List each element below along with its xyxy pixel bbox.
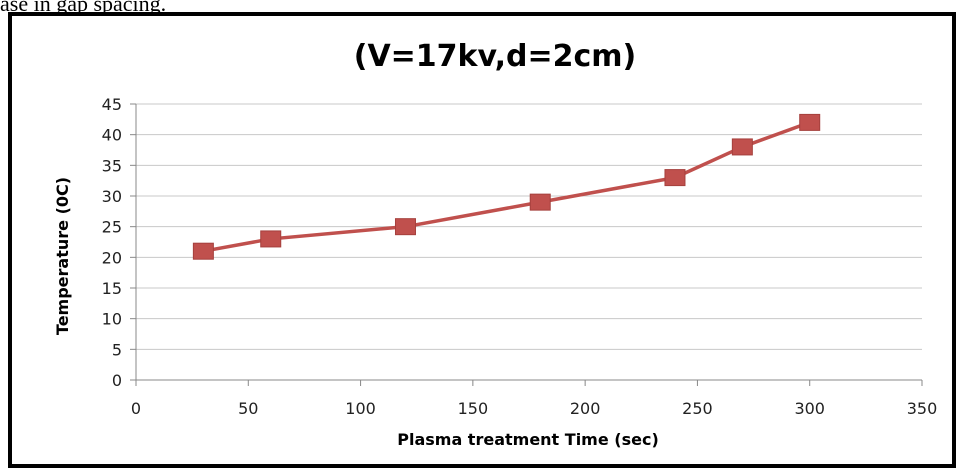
x-tick-label: 100 [345,399,376,418]
y-tick-label: 5 [112,340,122,359]
y-axis-label: Temperature (0C) [53,177,72,335]
data-point-marker [260,230,282,248]
y-tick-label: 10 [102,310,122,329]
x-tick-label: 200 [570,399,601,418]
x-tick-label: 0 [131,399,141,418]
y-tick-label: 35 [102,156,122,175]
y-tick-label: 0 [112,371,122,390]
data-point-marker [664,169,686,187]
x-tick-label: 300 [794,399,825,418]
data-point-marker [529,193,551,211]
gridlines [136,103,922,350]
tick-labels: 0 5 10 15 20 25 30 35 40 45 0 50 100 150 200 250 300 350 [102,95,938,418]
x-tick-label: 250 [682,399,713,418]
y-tick-label: 45 [102,95,122,114]
x-tick-label: 50 [238,399,258,418]
y-tick-label: 40 [102,126,122,145]
chart-frame [8,12,956,468]
chart-title: (V=17kv,d=2cm) [354,39,637,74]
data-point-marker [731,138,753,156]
x-axis-label: Plasma treatment Time (sec) [397,430,659,449]
x-tick-label: 150 [458,399,489,418]
axes [130,103,923,386]
y-tick-label: 30 [102,187,122,206]
y-tick-label: 25 [102,218,122,237]
y-tick-label: 20 [102,248,122,267]
x-tick-label: 350 [907,399,938,418]
series-line [203,120,811,253]
data-point-marker [192,242,214,260]
data-point-marker [799,113,821,131]
data-series [192,113,821,260]
data-point-marker [394,218,416,236]
y-tick-label: 15 [102,279,122,298]
